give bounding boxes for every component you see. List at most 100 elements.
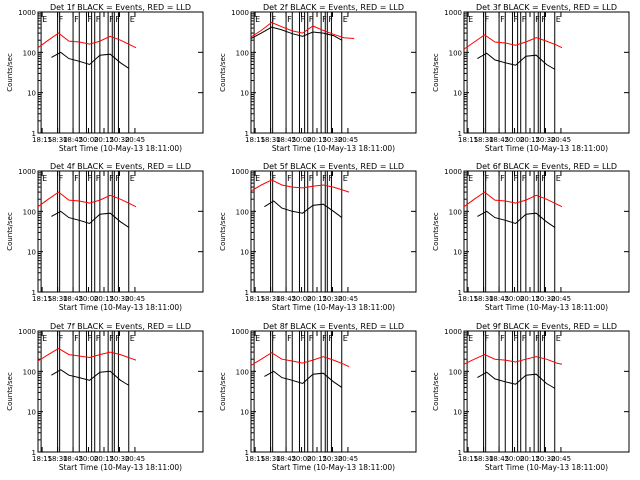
panel-2-flag-letter: E bbox=[255, 15, 260, 24]
panel-1-xtick-label: 20:00 bbox=[78, 136, 98, 144]
panel-1-xtick-label: 18:30 bbox=[48, 136, 68, 144]
panel-5-flag-letter: F bbox=[328, 174, 333, 183]
panel-4-xtick-label: 18:30 bbox=[48, 295, 68, 303]
panel-9-ylabel: Counts/sec bbox=[432, 372, 440, 411]
panel-9-flag-letter: F bbox=[485, 334, 490, 343]
panel-3-flag-letter: F bbox=[535, 15, 540, 24]
panel-8-ytick-label: 1000 bbox=[231, 328, 249, 336]
panel-6-title: Det 6f BLACK = Events, RED = LLD bbox=[476, 162, 617, 171]
panel-8-ytick-label: 1 bbox=[245, 449, 249, 457]
panel-2-xlabel: Start Time (10-May-13 18:11:00) bbox=[272, 144, 395, 153]
panel-1-xlabel: Start Time (10-May-13 18:11:00) bbox=[59, 144, 182, 153]
panel-5-flag-letter: E bbox=[255, 174, 260, 183]
panel-8-flag-letter: E bbox=[255, 334, 260, 343]
panel-6-axes-frame bbox=[463, 170, 630, 293]
panel-1-flag-letter: E bbox=[42, 15, 47, 24]
panel-2-xtick-label: 18:15 bbox=[245, 136, 265, 144]
panel-7-flag-letter: F bbox=[109, 334, 114, 343]
panel-4-ytick-label: 10 bbox=[27, 249, 36, 257]
panel-7-xtick-label: 20:30 bbox=[109, 455, 129, 463]
panel-9-axes-frame bbox=[463, 330, 630, 453]
panel-7-ytick-label: 10 bbox=[27, 409, 36, 417]
panel-7-xlabel: Start Time (10-May-13 18:11:00) bbox=[59, 463, 182, 472]
panel-1-ytick-label: 1 bbox=[32, 130, 36, 138]
panel-3-flag-letter: F bbox=[500, 15, 505, 24]
panel-1-flag-letter: F bbox=[87, 15, 92, 24]
panel-3-xtick-label: 18:45 bbox=[489, 136, 509, 144]
panel-2-flag-letter: F bbox=[328, 15, 333, 24]
panel-7-events-series-line bbox=[51, 369, 130, 386]
panel-1-xtick-label: 20:45 bbox=[125, 136, 145, 144]
panel-5-flag-letter: F bbox=[300, 174, 305, 183]
panel-9-ytick-label: 1 bbox=[458, 449, 462, 457]
panel-5-ytick-label: 10 bbox=[240, 249, 249, 257]
panel-4-flag-letter: F bbox=[109, 174, 114, 183]
panel-1-xtick-label: 20:30 bbox=[109, 136, 129, 144]
panel-6-flag-letter: F bbox=[485, 174, 490, 183]
panel-8-flag-letter: F bbox=[300, 334, 305, 343]
panel-1-ylabel: Counts/sec bbox=[6, 53, 14, 92]
panel-2-flag-letter: E bbox=[343, 15, 348, 24]
panel-3-title: Det 3f BLACK = Events, RED = LLD bbox=[476, 3, 617, 12]
panel-3-events-series-line bbox=[477, 52, 556, 70]
panel-5-flag-letter: F bbox=[272, 174, 277, 183]
panel-8-axes-frame bbox=[250, 330, 417, 453]
panel-8-ytick-label: 10 bbox=[240, 409, 249, 417]
panel-5-flag-letter: F bbox=[322, 174, 327, 183]
panel-3-axes-frame bbox=[463, 11, 630, 134]
panel-1-flag-letter: F bbox=[115, 15, 120, 24]
panel-9-xtick-label: 18:45 bbox=[489, 455, 509, 463]
panel-8-title: Det 8f BLACK = Events, RED = LLD bbox=[263, 322, 404, 331]
panel-6-flag-letter: F bbox=[535, 174, 540, 183]
panel-4-ylabel: Counts/sec bbox=[6, 212, 14, 251]
panel-7-flag-letter: F bbox=[59, 334, 64, 343]
panel-7-xtick-label: 18:15 bbox=[32, 455, 52, 463]
panel-9-flag-letter: F bbox=[535, 334, 540, 343]
panel-6-flag-letter: F bbox=[500, 174, 505, 183]
panel-1-title: Det 1f BLACK = Events, RED = LLD bbox=[50, 3, 191, 12]
panel-7-xtick-label: 20:00 bbox=[78, 455, 98, 463]
panel-6-flag-letter: F bbox=[522, 174, 527, 183]
panel-6-flag-letter: F bbox=[513, 174, 518, 183]
panel-4-xtick-label: 18:15 bbox=[32, 295, 52, 303]
panel-3-xtick-label: 20:00 bbox=[504, 136, 524, 144]
panel-4-flag-letter: F bbox=[115, 174, 120, 183]
panel-2-ytick-label: 10 bbox=[240, 90, 249, 98]
panel-4-ytick-label: 100 bbox=[23, 208, 36, 216]
panel-2-ylabel: Counts/sec bbox=[219, 53, 227, 92]
panel-9-xtick-label: 18:30 bbox=[474, 455, 494, 463]
panel-1-ytick-label: 1000 bbox=[18, 9, 36, 17]
panel-5-flag-letter: E bbox=[343, 174, 348, 183]
panel-6-xtick-label: 20:30 bbox=[535, 295, 555, 303]
panel-5-ytick-label: 100 bbox=[236, 208, 249, 216]
panel-5-events-series-line bbox=[264, 200, 343, 218]
panel-6-lld-series-line bbox=[463, 191, 563, 208]
panel-6-events-series-line bbox=[477, 210, 556, 228]
panel-9-ytick-label: 10 bbox=[453, 409, 462, 417]
panel-9-flag-letter: F bbox=[513, 334, 518, 343]
panel-8-xtick-label: 20:30 bbox=[322, 455, 342, 463]
panel-2-xtick-label: 20:30 bbox=[322, 136, 342, 144]
panel-4-xtick-label: 20:00 bbox=[78, 295, 98, 303]
panel-8-flag-letter: E bbox=[343, 334, 348, 343]
panel-6-ytick-label: 1000 bbox=[444, 168, 462, 176]
panel-5-xtick-label: 20:45 bbox=[338, 295, 358, 303]
panel-7-xtick-label: 20:15 bbox=[94, 455, 114, 463]
panel-7-ytick-label: 100 bbox=[23, 368, 36, 376]
panel-6-ylabel: Counts/sec bbox=[432, 212, 440, 251]
panel-7-flag-letter: F bbox=[115, 334, 120, 343]
panel-3-flag-letter: F bbox=[522, 15, 527, 24]
panel-1-axes-frame bbox=[37, 11, 204, 134]
panel-4-xlabel: Start Time (10-May-13 18:11:00) bbox=[59, 303, 182, 312]
panel-6-ytick-label: 10 bbox=[453, 249, 462, 257]
panel-3-xtick-label: 20:30 bbox=[535, 136, 555, 144]
panel-5-lld-series-line bbox=[250, 179, 350, 193]
panel-2-xtick-label: 20:00 bbox=[291, 136, 311, 144]
panel-7-ytick-label: 1000 bbox=[18, 328, 36, 336]
panel-5-flag-letter: F bbox=[287, 174, 292, 183]
panel-5-title: Det 5f BLACK = Events, RED = LLD bbox=[263, 162, 404, 171]
panel-4-title: Det 4f BLACK = Events, RED = LLD bbox=[50, 162, 191, 171]
panel-5-xtick-label: 18:15 bbox=[245, 295, 265, 303]
panel-3-xtick-label: 20:15 bbox=[520, 136, 540, 144]
